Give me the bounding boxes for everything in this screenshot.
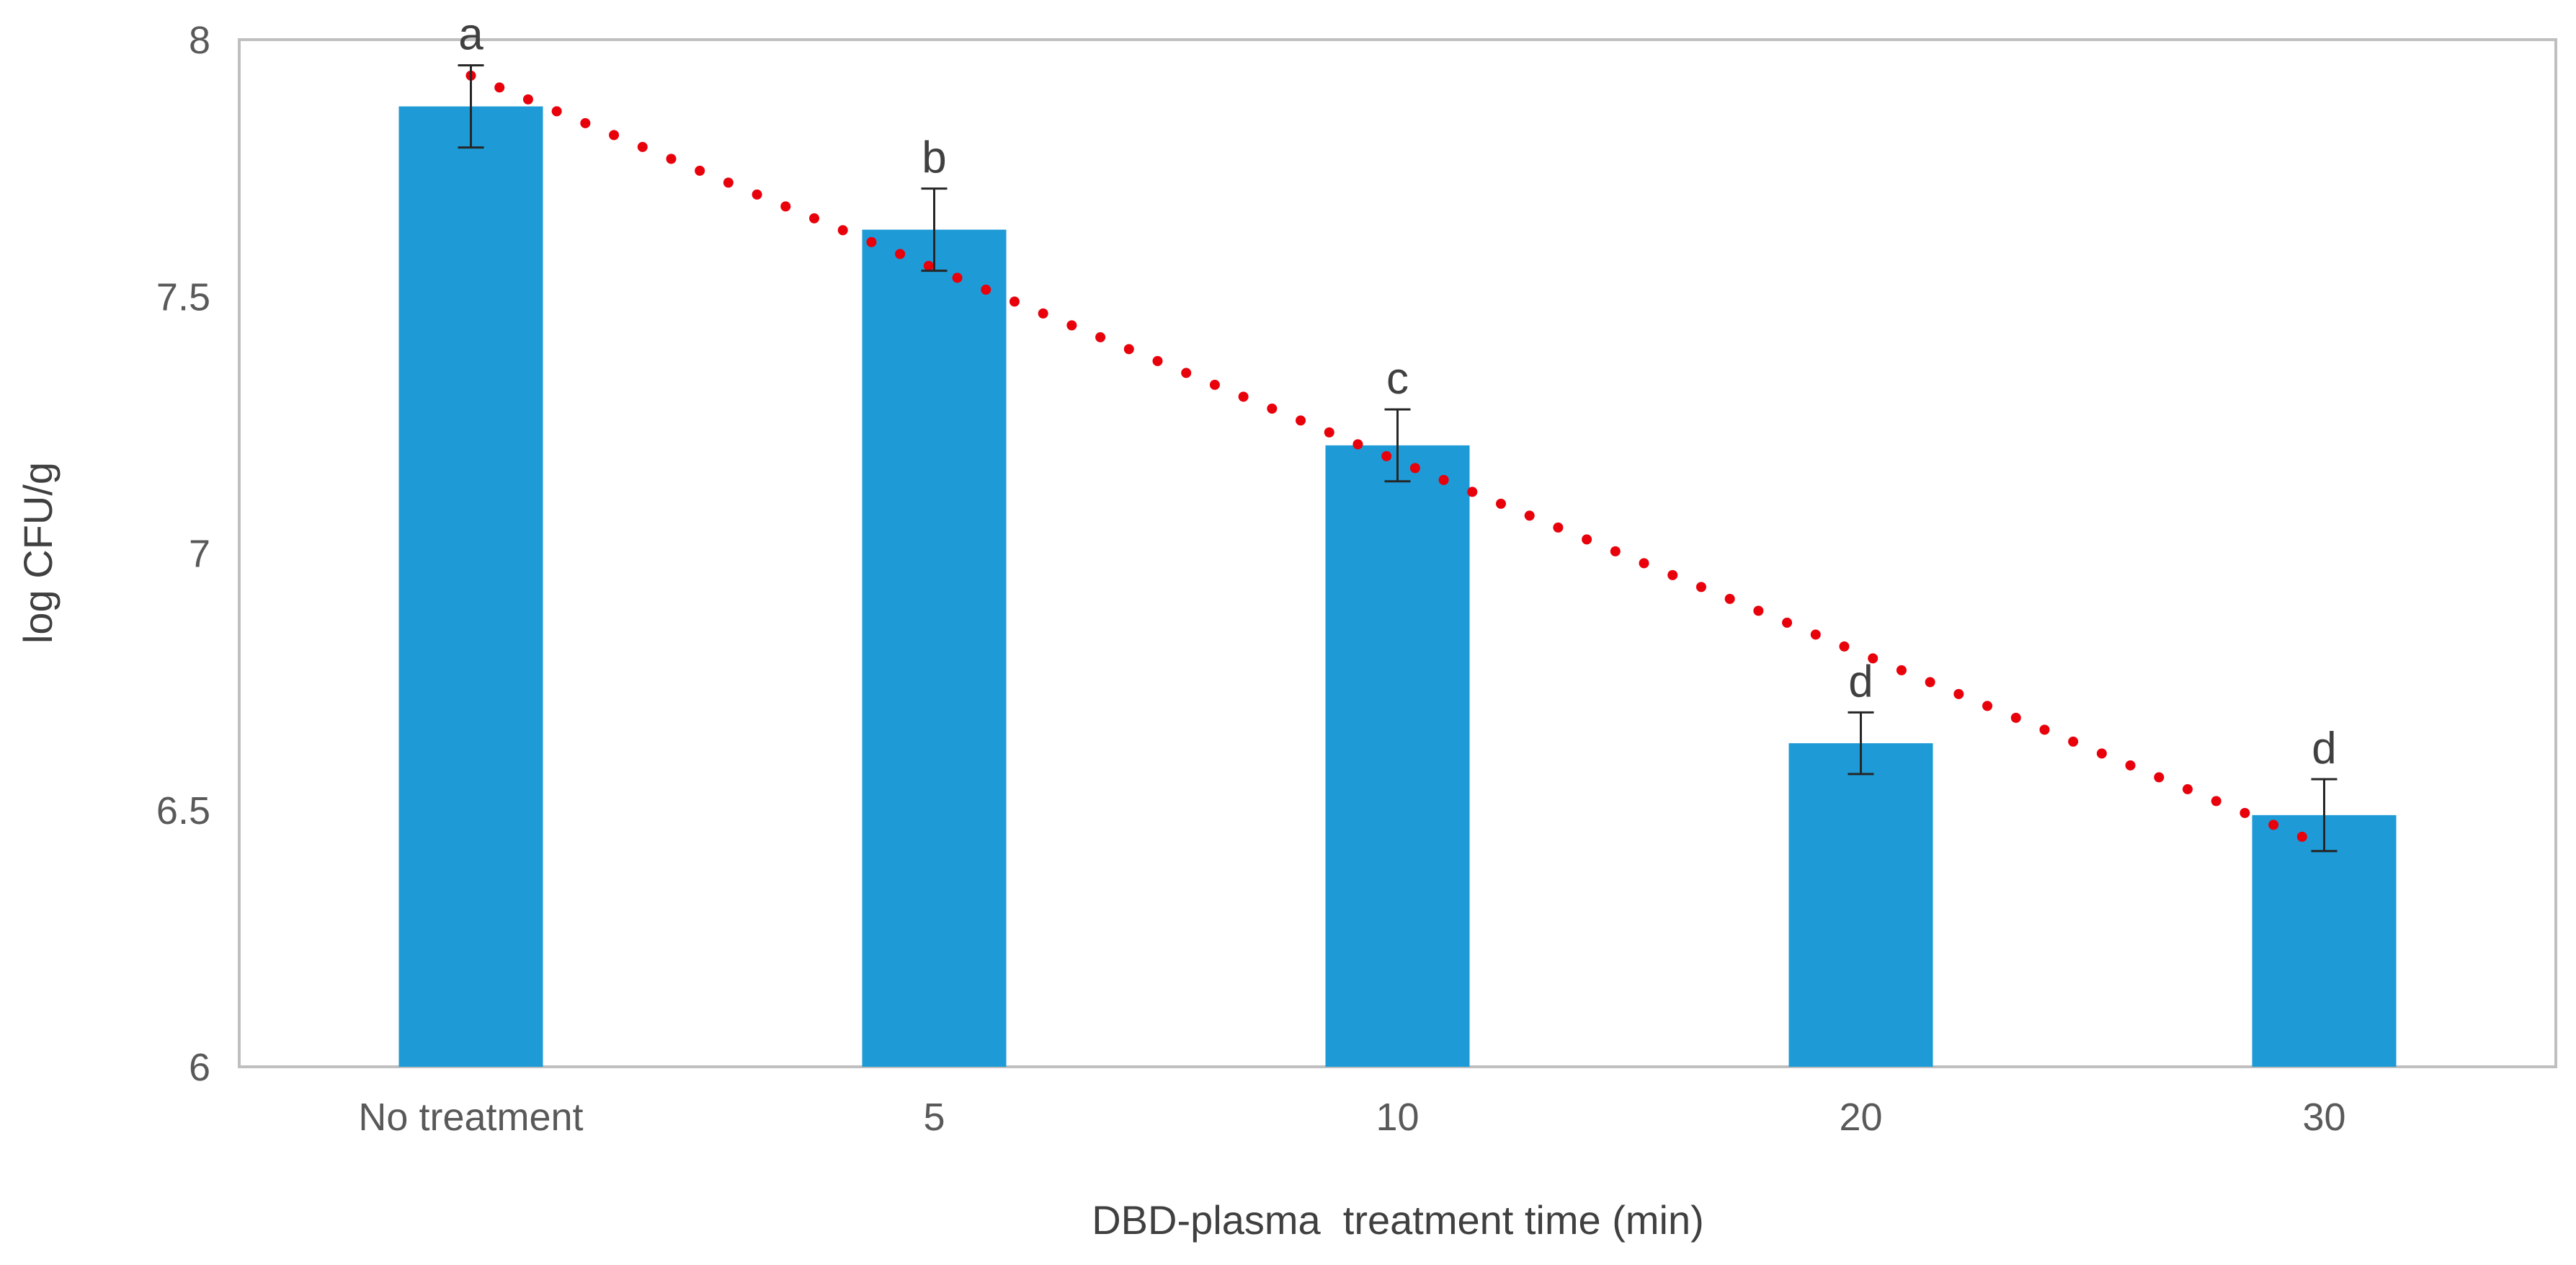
bar-1 xyxy=(398,106,543,1067)
significance-label-4: d xyxy=(1848,657,1873,706)
significance-label-5: d xyxy=(2312,724,2336,773)
trendline xyxy=(465,70,2330,851)
error-bars-layer xyxy=(458,64,2337,853)
error-bar-5 xyxy=(2311,778,2337,853)
error-bar-3 xyxy=(1384,408,1411,483)
y-tick-label-4: 7.5 xyxy=(156,275,210,319)
y-tick-label-3: 7 xyxy=(189,533,210,576)
error-bar-1 xyxy=(458,64,484,149)
trendline-layer xyxy=(465,70,2330,851)
significance-label-3: c xyxy=(1386,354,1409,404)
bar-5 xyxy=(2252,815,2397,1067)
bars-layer xyxy=(398,106,2397,1067)
x-axis-ticks: No treatment 5 10 20 30 xyxy=(358,1096,2345,1139)
x-axis-title: DBD-plasma treatment time (min) xyxy=(1092,1197,1704,1243)
bar-3 xyxy=(1325,445,1470,1067)
y-axis-ticks: 6 6.5 7 7.5 8 xyxy=(156,19,210,1089)
y-tick-label-2: 6.5 xyxy=(156,789,210,833)
error-bar-2 xyxy=(921,187,948,272)
significance-label-1: a xyxy=(458,10,483,60)
significance-labels-layer: a b c d d xyxy=(458,10,2336,773)
y-axis-title: log CFU/g xyxy=(15,462,61,644)
bar-2 xyxy=(862,229,1007,1067)
x-tick-label-3: 10 xyxy=(1376,1096,1419,1139)
x-tick-label-5: 30 xyxy=(2302,1096,2345,1139)
x-tick-label-1: No treatment xyxy=(358,1096,583,1139)
x-tick-label-4: 20 xyxy=(1839,1096,1882,1139)
x-tick-label-2: 5 xyxy=(923,1096,945,1139)
significance-label-2: b xyxy=(922,133,946,183)
y-tick-label-5: 8 xyxy=(189,19,210,62)
y-tick-label-1: 6 xyxy=(189,1046,210,1089)
bar-4 xyxy=(1788,743,1933,1067)
error-bar-4 xyxy=(1848,711,1874,776)
